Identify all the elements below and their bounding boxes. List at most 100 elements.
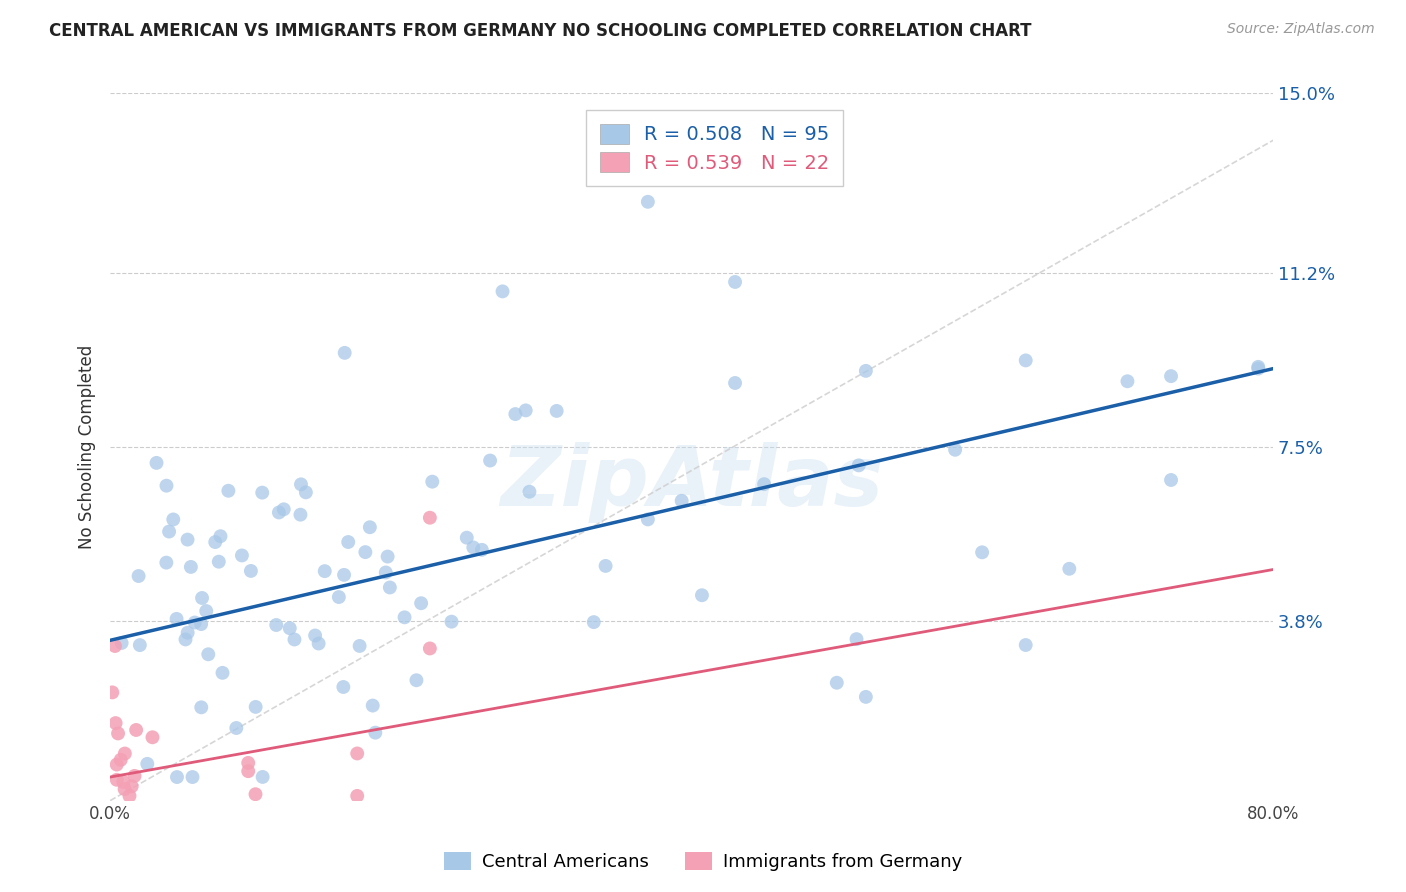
Point [155,478,177,492]
Point [238,756,260,770]
Point [1015,638,1038,652]
Point [180,560,202,574]
Point [110,636,132,650]
Point [1059,562,1081,576]
Point [333,346,356,360]
Point [128,569,150,583]
Point [252,770,274,784]
Point [252,485,274,500]
Point [471,542,494,557]
Point [354,545,377,559]
Point [267,506,290,520]
Point [337,535,360,549]
Point [346,747,368,761]
Point [724,275,747,289]
Point [107,726,129,740]
Point [394,610,416,624]
Point [1160,369,1182,384]
Point [411,596,433,610]
Point [546,404,568,418]
Point [690,588,713,602]
Point [1160,473,1182,487]
Point [582,615,605,629]
Point [304,628,326,642]
Point [104,716,127,731]
Point [245,699,267,714]
Point [162,512,184,526]
Point [377,549,399,564]
Point [972,545,994,559]
Point [463,541,485,555]
Legend: R = 0.508   N = 95, R = 0.539   N = 22: R = 0.508 N = 95, R = 0.539 N = 22 [586,110,844,186]
Point [278,621,301,635]
Point [855,690,877,704]
Point [110,753,132,767]
Point [361,698,384,713]
Point [208,555,231,569]
Point [145,456,167,470]
Point [314,564,336,578]
Point [419,510,441,524]
Point [405,673,427,688]
Point [155,556,177,570]
Point [112,775,135,789]
Point [141,731,163,745]
Point [637,512,659,526]
Point [752,477,775,491]
Point [225,721,247,735]
Point [174,632,197,647]
Text: CENTRAL AMERICAN VS IMMIGRANTS FROM GERMANY NO SCHOOLING COMPLETED CORRELATION C: CENTRAL AMERICAN VS IMMIGRANTS FROM GERM… [49,22,1032,40]
Point [118,789,141,803]
Point [283,632,305,647]
Point [290,477,312,491]
Point [1247,361,1270,376]
Point [273,502,295,516]
Point [238,764,260,779]
Point [333,567,356,582]
Point [245,787,267,801]
Point [349,639,371,653]
Point [515,403,537,417]
Point [420,475,443,489]
Point [848,458,870,473]
Point [308,636,330,650]
Point [181,770,204,784]
Point [364,725,387,739]
Point [166,612,188,626]
Point [724,376,747,390]
Point [1247,359,1270,374]
Point [637,194,659,209]
Point [295,485,318,500]
Point [440,615,463,629]
Point [328,590,350,604]
Point [190,700,212,714]
Point [479,453,502,467]
Point [204,535,226,549]
Point [136,756,159,771]
Point [346,789,368,803]
Text: Source: ZipAtlas.com: Source: ZipAtlas.com [1227,22,1375,37]
Y-axis label: No Schooling Completed: No Schooling Completed [79,345,96,549]
Point [184,615,207,630]
Point [671,493,693,508]
Point [1116,374,1139,388]
Point [231,549,253,563]
Point [176,533,198,547]
Point [264,618,287,632]
Point [825,675,848,690]
Point [855,364,877,378]
Point [378,581,401,595]
Point [105,772,128,787]
Point [197,648,219,662]
Point [374,566,396,580]
Point [595,558,617,573]
Point [121,779,143,793]
Point [157,524,180,539]
Point [105,757,128,772]
Point [209,529,232,543]
Point [239,564,262,578]
Point [943,442,966,457]
Point [332,680,354,694]
Point [505,407,527,421]
Point [104,639,127,653]
